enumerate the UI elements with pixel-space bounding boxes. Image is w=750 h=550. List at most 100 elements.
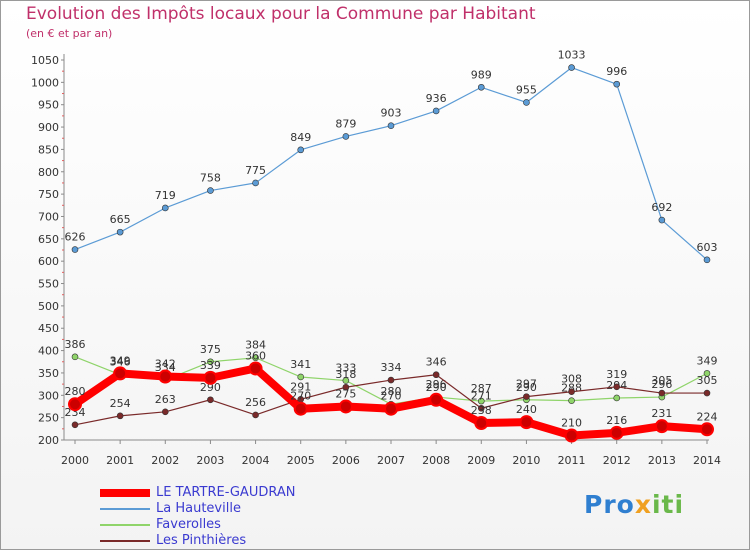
data-label: 758: [200, 172, 221, 185]
data-point: [252, 411, 259, 419]
data-label: 849: [290, 131, 311, 144]
data-label: 603: [697, 241, 718, 254]
data-point: [71, 421, 79, 429]
legend-label: Faverolles: [156, 517, 221, 532]
legend-swatch: [100, 524, 150, 526]
x-tick-label: 2014: [693, 454, 721, 467]
y-tick-label: 600: [38, 255, 59, 268]
data-label: 349: [697, 354, 718, 367]
data-point: [523, 393, 530, 400]
data-point: [429, 392, 444, 407]
data-label: 996: [606, 65, 627, 78]
data-label: 319: [606, 368, 627, 381]
legend-label: La Hauteville: [156, 501, 241, 516]
data-point: [523, 99, 530, 106]
data-label: 270: [381, 390, 402, 403]
data-label: 287: [471, 382, 492, 395]
data-point: [384, 401, 398, 416]
data-label: 280: [381, 385, 402, 398]
y-tick-label: 450: [38, 322, 59, 335]
y-tick-label: 800: [38, 166, 59, 179]
data-point: [564, 428, 579, 443]
data-label: 280: [65, 385, 86, 398]
data-label: 290: [426, 381, 447, 394]
data-point: [252, 354, 259, 362]
logo-part-1: Pro: [584, 490, 635, 519]
data-point: [342, 377, 350, 384]
data-label: 334: [381, 361, 402, 374]
data-point: [387, 122, 395, 130]
data-label: 291: [290, 380, 311, 393]
data-point: [297, 146, 305, 154]
data-label: 290: [200, 381, 221, 394]
logo-part-3: iti: [651, 490, 685, 519]
data-label: 256: [245, 396, 266, 409]
data-point: [71, 353, 79, 361]
legend-label: Les Pinthières: [156, 533, 247, 548]
data-label: 216: [606, 414, 627, 427]
y-tick-label: 250: [38, 412, 59, 425]
y-tick-label: 750: [38, 188, 59, 201]
x-tick-label: 2000: [61, 454, 89, 467]
x-tick-label: 2011: [558, 454, 586, 467]
data-point: [613, 383, 621, 391]
data-label: 290: [516, 381, 537, 394]
proxiti-logo: Proxiti: [584, 490, 684, 519]
data-label: 275: [335, 387, 356, 400]
data-label: 775: [245, 164, 266, 177]
data-point: [568, 64, 575, 71]
data-label: 665: [110, 213, 131, 226]
data-point: [293, 401, 308, 416]
data-point: [703, 370, 711, 377]
x-tick-label: 2010: [512, 454, 540, 467]
data-label: 254: [110, 397, 131, 410]
data-point: [161, 204, 169, 212]
y-tick-label: 550: [38, 278, 59, 291]
x-tick-label: 2007: [377, 454, 405, 467]
x-tick-label: 2003: [196, 454, 224, 467]
data-point: [207, 396, 214, 404]
data-point: [613, 394, 621, 402]
y-tick-label: 900: [38, 121, 59, 134]
chart-subtitle: (en € et par an): [26, 27, 113, 40]
x-tick-label: 2004: [242, 454, 270, 467]
data-label: 384: [245, 339, 266, 352]
data-point: [654, 419, 669, 434]
data-point: [477, 397, 485, 405]
data-point: [248, 361, 263, 376]
data-point: [477, 404, 485, 412]
data-label: 240: [516, 403, 537, 416]
y-tick-label: 950: [38, 99, 59, 112]
data-point: [474, 416, 489, 431]
data-point: [161, 408, 169, 416]
legend-swatch: [100, 508, 150, 510]
data-point: [658, 389, 666, 397]
data-label: 333: [335, 362, 356, 375]
x-tick-label: 2001: [106, 454, 134, 467]
y-tick-label: 1000: [31, 76, 59, 89]
data-label: 1033: [558, 49, 586, 62]
y-tick-label: 300: [38, 389, 59, 402]
y-tick-label: 500: [38, 300, 59, 313]
data-point: [568, 388, 575, 396]
data-point: [116, 412, 124, 420]
x-tick-label: 2009: [467, 454, 495, 467]
data-point: [568, 397, 575, 404]
y-tick-label: 650: [38, 233, 59, 246]
data-label: 318: [335, 368, 356, 381]
data-label: 308: [561, 373, 582, 386]
data-label: 305: [697, 374, 718, 387]
data-label: 346: [110, 356, 131, 369]
data-label: 297: [516, 378, 537, 391]
data-point: [116, 228, 124, 236]
x-tick-label: 2012: [603, 454, 631, 467]
data-label: 346: [426, 356, 447, 369]
data-point: [68, 397, 82, 412]
data-point: [297, 373, 305, 381]
data-point: [342, 133, 350, 140]
y-tick-label: 1050: [31, 54, 59, 67]
data-label: 224: [697, 410, 718, 423]
data-label: 342: [155, 358, 176, 371]
data-point: [658, 216, 666, 224]
